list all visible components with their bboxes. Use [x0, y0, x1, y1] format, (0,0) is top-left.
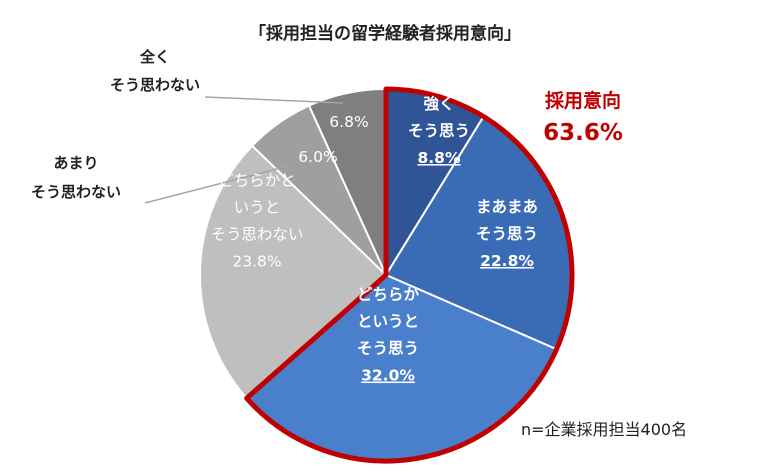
sample-note: n=企業採用担当400名 [521, 420, 687, 439]
slice-label-1: 強くそう思う 8.8% [408, 94, 470, 167]
slice-value-5: 6.0% [298, 148, 337, 166]
slice-labels: 強くそう思う 8.8%まあまあそう思う 22.8% どちらかというとそう思う 32.0%… [31, 48, 538, 385]
highlight-label: 採用意向 [545, 89, 621, 112]
highlight-outline [244, 86, 575, 464]
slice-label-5: あまりそう思わない [31, 154, 121, 201]
pie-slices [199, 87, 573, 462]
chart-title: 「採用担当の留学経験者採用意向」 [249, 23, 521, 44]
slice-label-6: 全くそう思わない [110, 48, 200, 94]
slice-label-2: まあまあそう思う 22.8% [476, 198, 538, 270]
slice-label-4: どちらかというとそう思わない 23.8% [210, 172, 303, 271]
pie-slice-4 [199, 144, 388, 400]
leader-lines [144, 96, 344, 204]
leader-line-6 [204, 96, 344, 104]
slice-label-3: どちらかというとそう思う 32.0% [357, 286, 420, 385]
highlight-value: 63.6% [543, 120, 623, 146]
leader-line-5 [144, 165, 289, 204]
slice-value-6: 6.8% [329, 113, 368, 131]
